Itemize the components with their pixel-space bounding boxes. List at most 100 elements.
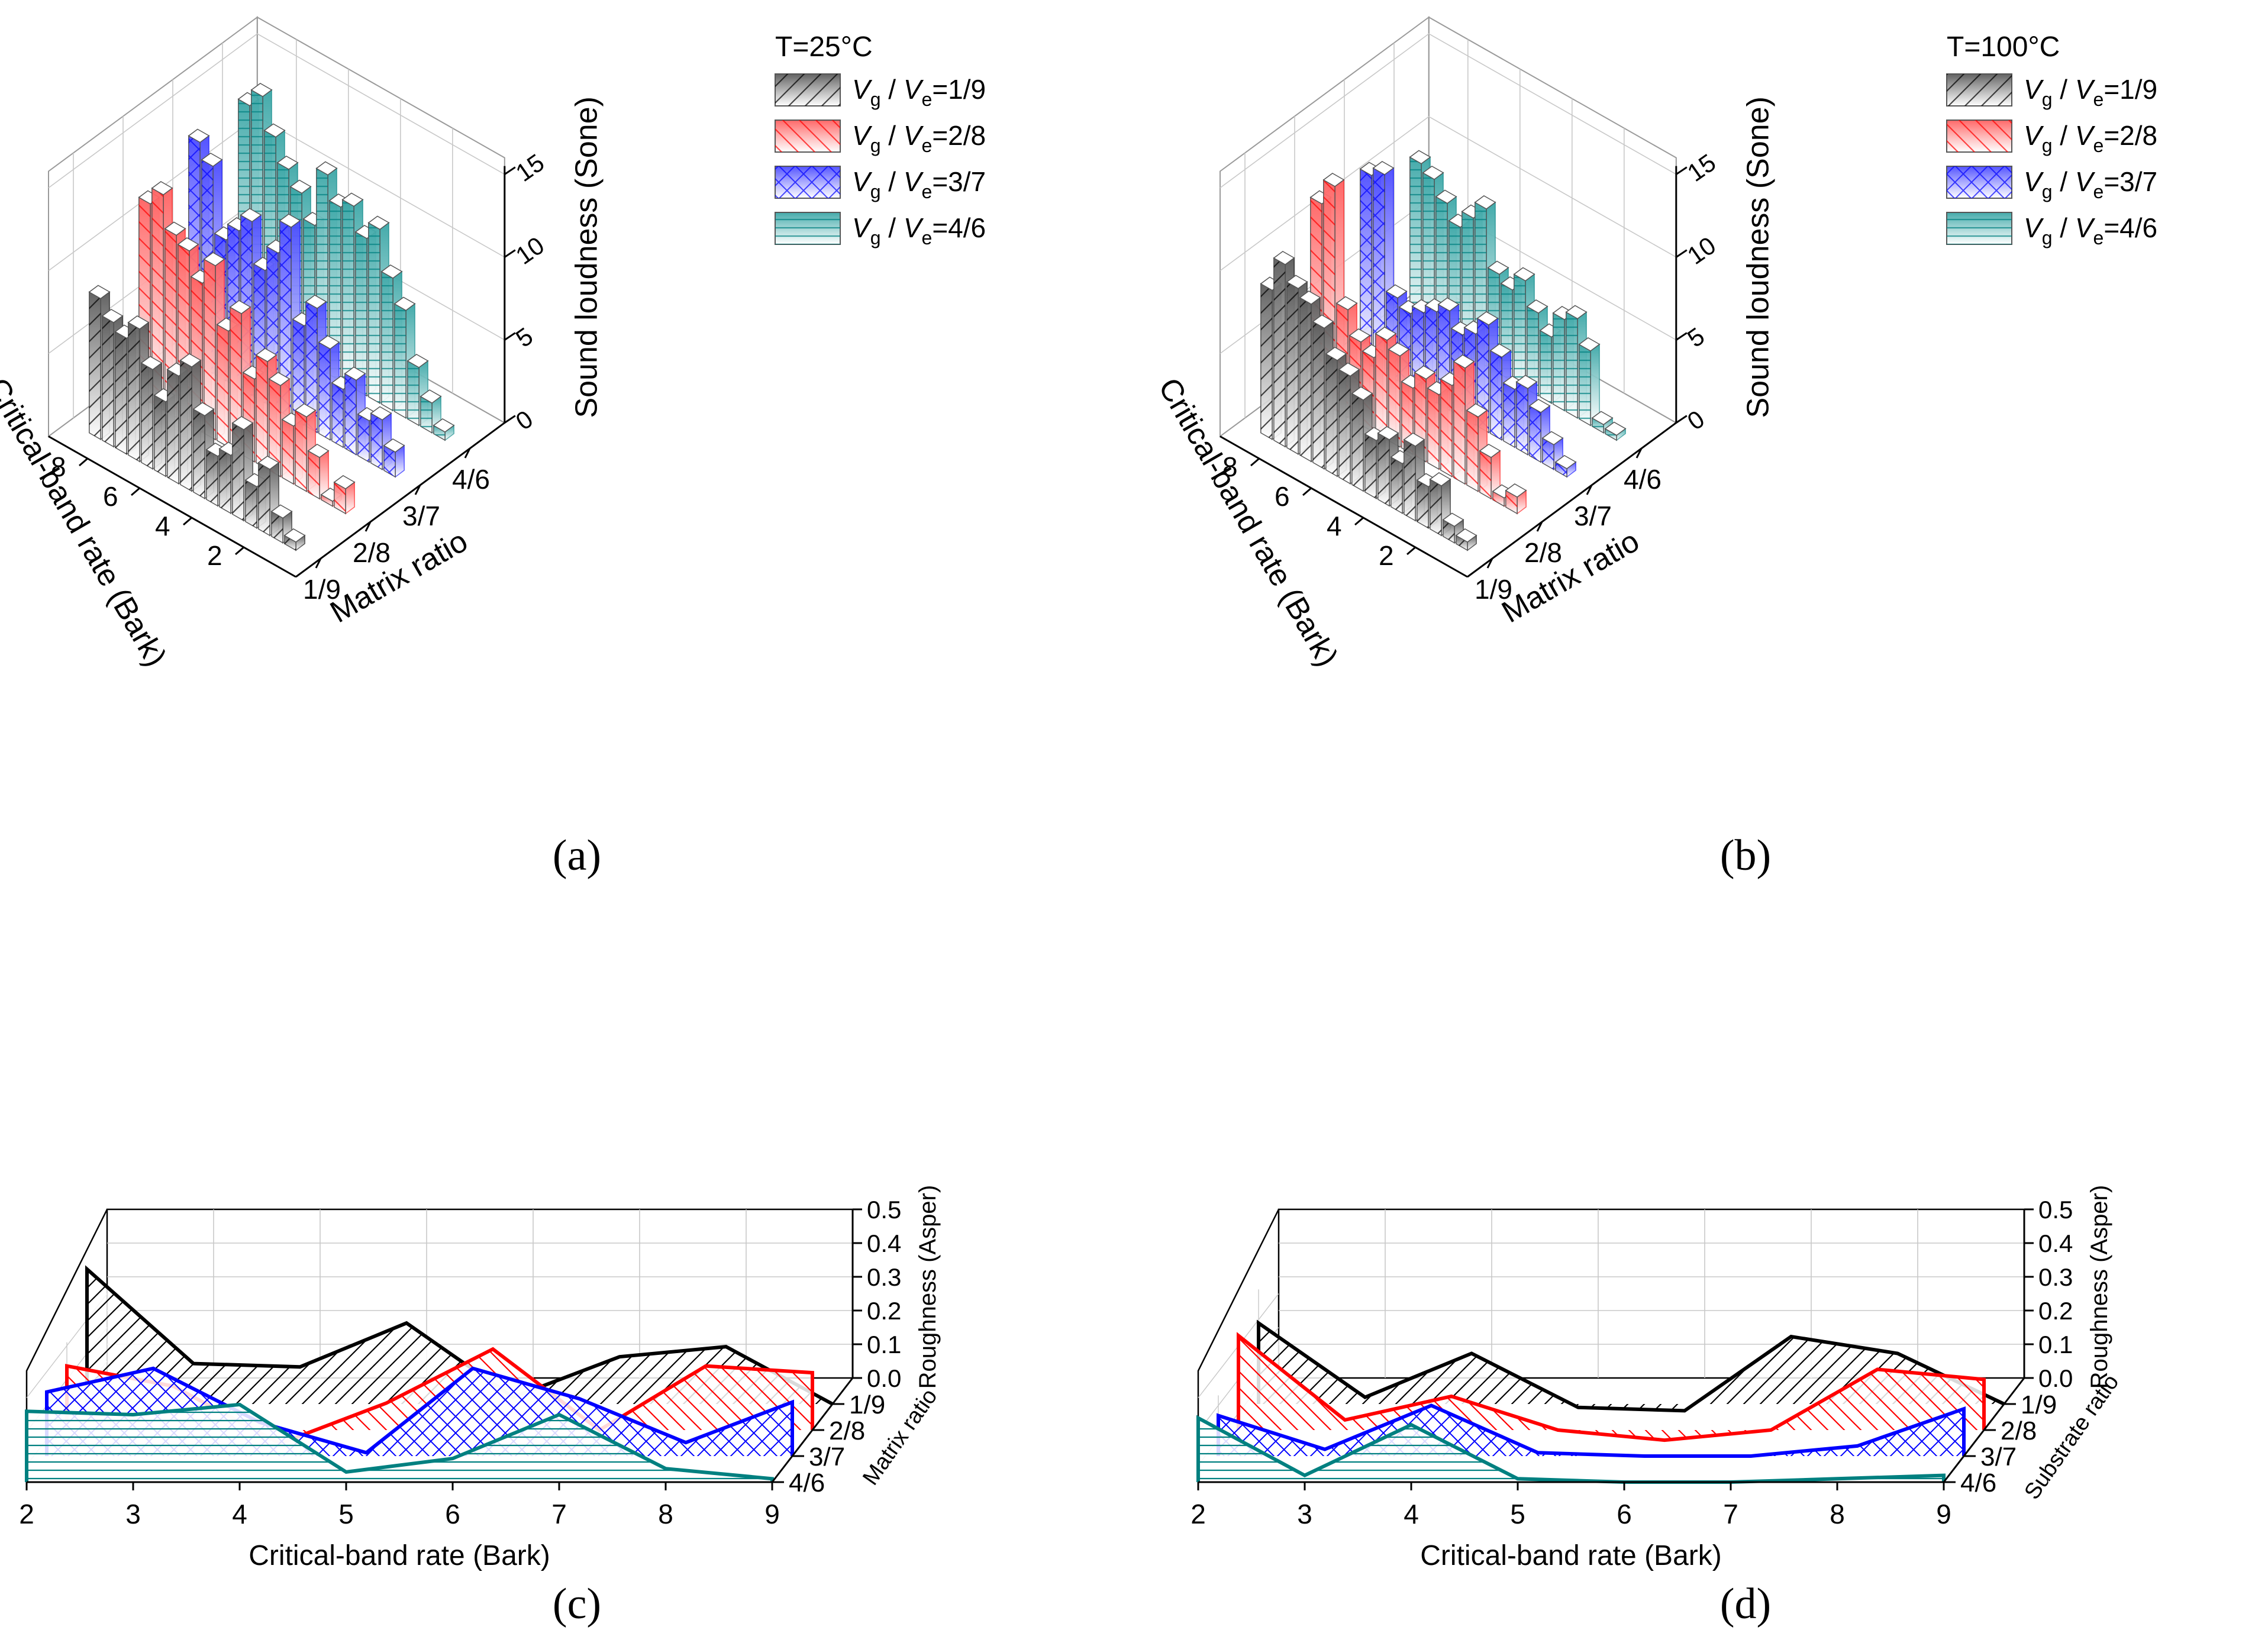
bar-hatch bbox=[1466, 410, 1479, 492]
bar-top bbox=[1385, 284, 1408, 299]
bar-hatch bbox=[292, 319, 305, 425]
bar-top bbox=[307, 444, 330, 458]
legend-hatch bbox=[775, 166, 840, 198]
legend-v: V bbox=[2024, 212, 2044, 243]
bar-top bbox=[1554, 455, 1577, 469]
bar-hatch bbox=[334, 482, 346, 514]
x-tick-label: 5 bbox=[1510, 1499, 1525, 1529]
z-tick-label: 0.0 bbox=[2038, 1364, 2073, 1392]
x-tick bbox=[1302, 487, 1312, 496]
area-hatch bbox=[1198, 1418, 1944, 1482]
bar-top bbox=[1578, 337, 1601, 351]
bar-hatch bbox=[1462, 211, 1474, 359]
x-tick bbox=[235, 546, 244, 556]
bar-hatch bbox=[433, 425, 446, 441]
bar-hatch bbox=[230, 307, 242, 455]
bar-hatch bbox=[1579, 344, 1591, 426]
bar-top bbox=[1453, 354, 1475, 369]
bar-hatch bbox=[128, 322, 140, 462]
x-tick-label: 2 bbox=[1379, 540, 1394, 571]
bar-top bbox=[1325, 347, 1347, 361]
legend-v: V bbox=[2075, 212, 2096, 243]
bar-top bbox=[318, 335, 340, 350]
y-tick bbox=[364, 521, 372, 532]
bar-hatch bbox=[1430, 479, 1442, 536]
bar-top bbox=[1338, 362, 1360, 377]
z-tick-label: 0.4 bbox=[867, 1229, 901, 1257]
bar-hatch bbox=[151, 188, 164, 411]
z-tick-label: 0.2 bbox=[867, 1297, 901, 1325]
z-tick-label: 0.1 bbox=[2038, 1331, 2073, 1358]
bar-hatch bbox=[1286, 282, 1299, 454]
bar-hatch bbox=[1409, 157, 1422, 330]
panel-label-a: (a) bbox=[553, 831, 601, 880]
bar-top bbox=[370, 406, 392, 421]
y-tick-label: 1/9 bbox=[1475, 574, 1512, 605]
legend-v: V bbox=[852, 166, 873, 197]
bar-top bbox=[289, 179, 312, 194]
bar-top bbox=[229, 300, 251, 314]
legend-v: V bbox=[852, 212, 873, 243]
bar-top bbox=[231, 416, 254, 430]
z-tick-label: 0.0 bbox=[867, 1364, 901, 1392]
z-axis-title: Roughness (Asper) bbox=[915, 1185, 941, 1389]
z-tick bbox=[504, 332, 516, 341]
z-tick bbox=[1675, 332, 1688, 341]
legend-value: =1/9 bbox=[932, 74, 986, 105]
legend-hatch bbox=[1947, 74, 2012, 106]
x-tick-label: 4 bbox=[155, 511, 170, 541]
bar-top bbox=[1422, 166, 1444, 180]
legend-value: =3/7 bbox=[2104, 166, 2157, 197]
legend-label: Vg / Ve=3/7 bbox=[2024, 166, 2157, 202]
bar-top bbox=[1335, 296, 1358, 311]
series-line bbox=[45, 1366, 794, 1456]
bar-top bbox=[1351, 386, 1373, 401]
legend-value: =2/8 bbox=[932, 120, 986, 151]
bar bbox=[294, 403, 317, 493]
z-axis-title: Sound loudness (Sone) bbox=[569, 96, 604, 418]
bar-hatch bbox=[1375, 334, 1388, 440]
legend-slash: / bbox=[2052, 166, 2075, 197]
series-line bbox=[1237, 1332, 1986, 1442]
z-axis-title: Sound loudness (Sone) bbox=[1741, 96, 1775, 418]
bar-hatch bbox=[308, 451, 320, 499]
legend-sub: e bbox=[2093, 135, 2104, 156]
bar-top bbox=[279, 214, 301, 228]
bar-top bbox=[344, 366, 366, 381]
bar-top bbox=[393, 296, 416, 311]
bar bbox=[333, 475, 356, 515]
legend-sub: e bbox=[2093, 89, 2104, 110]
bar bbox=[1429, 472, 1451, 537]
bar-hatch bbox=[321, 495, 333, 506]
bar-top bbox=[188, 128, 210, 143]
bar bbox=[270, 504, 293, 544]
bar-hatch bbox=[258, 463, 270, 536]
legend-v: V bbox=[2075, 166, 2096, 197]
bar-hatch bbox=[232, 423, 244, 521]
bar-top bbox=[1474, 195, 1496, 209]
bar-top bbox=[341, 192, 364, 207]
back-wall bbox=[1277, 1208, 2025, 1379]
z-tick-label: 0.5 bbox=[867, 1196, 901, 1224]
bar-top bbox=[1479, 444, 1501, 458]
legend-sub: e bbox=[2093, 181, 2104, 202]
y-tick-label: 1/9 bbox=[2021, 1390, 2057, 1419]
bar-top bbox=[1541, 431, 1564, 446]
legend-v: V bbox=[2075, 74, 2096, 105]
legend-sub: e bbox=[922, 135, 933, 156]
bar-hatch bbox=[1338, 369, 1351, 484]
bar bbox=[1591, 411, 1614, 434]
bar-top bbox=[1409, 150, 1431, 164]
bar-hatch bbox=[381, 272, 393, 411]
bar-top bbox=[1372, 161, 1395, 175]
bar-hatch bbox=[279, 221, 292, 418]
bar-hatch bbox=[305, 302, 318, 433]
bar-top bbox=[1604, 421, 1627, 436]
z-tick-label: 0.3 bbox=[867, 1263, 901, 1291]
y-tick-label: 4/6 bbox=[789, 1469, 825, 1497]
bar-hatch bbox=[1388, 349, 1401, 447]
bar-hatch bbox=[1553, 313, 1565, 411]
bar-hatch bbox=[1391, 457, 1403, 514]
bar-top bbox=[164, 221, 186, 236]
